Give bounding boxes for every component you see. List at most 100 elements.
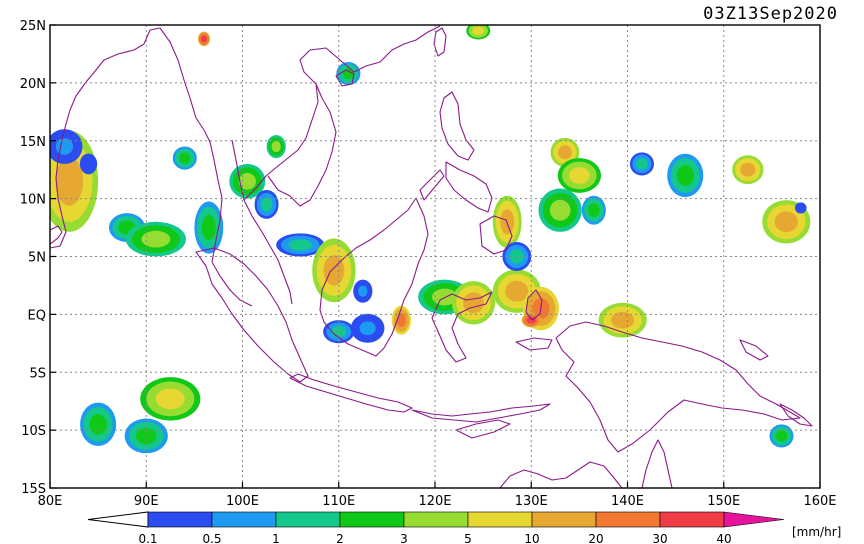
coastline-java	[289, 373, 413, 413]
colorbar-label: 2	[336, 532, 344, 544]
coastline-solomons	[779, 403, 813, 427]
rain-cell-21	[505, 280, 529, 302]
coastline-philippines-luzon	[439, 91, 475, 161]
colorbar-unit: [mm/hr]	[792, 525, 841, 539]
colorbar-swatch-3	[339, 511, 405, 528]
coastline-cape-york	[641, 439, 673, 488]
coastline-malay-west	[211, 261, 253, 307]
coastline-seram	[515, 337, 553, 351]
coastline-srilanka	[50, 225, 63, 245]
lon-tick-label: 80E	[38, 494, 63, 509]
axis-ticks: 80E 90E 100E 110E 120E 130E 140E 150E 160E 25N 20N…	[20, 19, 837, 509]
lat-tick-label: 5S	[29, 366, 46, 381]
lat-tick-label: 25N	[20, 19, 46, 34]
rain-cell-37	[636, 158, 648, 170]
colorbar-swatch-7	[595, 511, 661, 528]
colorbar-label: 20	[588, 532, 603, 544]
coastline-hainan	[335, 69, 355, 87]
lat-tick-label: EQ	[28, 308, 46, 323]
rain-cell-5	[201, 215, 216, 241]
coastline-vietnam-south	[267, 83, 337, 207]
coastlines	[50, 25, 813, 488]
colorbar-swatch-2	[275, 511, 341, 528]
rain-cell-19	[431, 288, 458, 306]
coastline-timor	[455, 419, 511, 439]
rain-cell-31	[611, 311, 635, 329]
coastline-borneo	[319, 197, 429, 357]
coastline-myanmar	[159, 27, 223, 263]
rain-cell-30	[588, 203, 600, 218]
rain-cell-14	[359, 321, 376, 336]
colorbar: 0.1 0.5 1 2 3 5 10 20 30 40 [mm/hr]	[87, 511, 841, 544]
colorbar-swatch-5	[467, 511, 533, 528]
coastline-palawan	[419, 169, 445, 201]
colorbar-label: 3	[400, 532, 408, 544]
rain-cell-27	[549, 199, 571, 221]
lat-tick-label: 15N	[20, 135, 46, 150]
graticule	[50, 25, 820, 488]
lat-tick-label: 10S	[21, 424, 46, 439]
colorbar-swatch-8	[659, 511, 725, 528]
coastline-lesser-sunda	[411, 403, 551, 423]
rain-cell-20	[463, 292, 484, 314]
rain-cell-0	[55, 156, 84, 206]
colorbar-label: 5	[464, 532, 472, 544]
colorbar-label: 40	[716, 532, 731, 544]
lat-tick-label: 5N	[28, 251, 46, 266]
rain-cell-29	[568, 167, 590, 184]
rain-cell-35	[794, 202, 807, 214]
coastline-bismarck	[739, 339, 769, 361]
colorbar-label: 0.1	[138, 532, 157, 544]
coastline-new-guinea	[555, 321, 801, 453]
rain-cell-7	[260, 197, 273, 212]
map-timestamp: 03Z13Sep2020	[703, 4, 838, 24]
coastline-indochina	[243, 25, 441, 201]
coastline-philippines-visayas	[445, 161, 493, 213]
rain-cell-33	[740, 162, 756, 177]
lat-tick-label: 15S	[21, 482, 46, 497]
rain-cell-38	[472, 26, 485, 35]
lon-tick-label: 130E	[515, 494, 548, 509]
rain-cell-11	[323, 255, 345, 286]
lat-tick-label: 20N	[20, 77, 46, 92]
rain-cell-2	[79, 153, 98, 175]
coastline-australia-north	[499, 461, 623, 488]
lon-tick-label: 100E	[226, 494, 259, 509]
rain-cell-4	[141, 230, 171, 248]
lon-tick-label: 150E	[707, 494, 740, 509]
rain-cell-10	[288, 239, 312, 251]
rain-cell-24	[396, 313, 406, 328]
colorbar-swatch-6	[531, 511, 597, 528]
colorbar-swatch-0	[147, 511, 213, 528]
rain-cell-9	[271, 140, 281, 153]
coastline-taiwan	[433, 27, 447, 57]
colorbar-label: 30	[652, 532, 667, 544]
rain-cell-12	[358, 285, 368, 297]
colorbar-swatch-4	[403, 511, 469, 528]
colorbar-swatch-1	[211, 511, 277, 528]
rain-cell-36	[775, 430, 788, 442]
colorbar-over-arrow	[723, 511, 785, 528]
coastline-india	[50, 27, 161, 249]
lat-tick-label: 10N	[20, 193, 46, 208]
coastline-sulawesi	[431, 291, 493, 363]
coastline-malay-peninsula	[231, 139, 293, 305]
coastline-philippines-mindanao	[479, 215, 513, 255]
colorbar-label: 10	[524, 532, 539, 544]
rain-cell-39	[201, 35, 207, 43]
coastline-sumatra	[195, 247, 309, 383]
colorbar-label: 1	[272, 532, 280, 544]
colorbar-under-arrow	[87, 511, 149, 528]
lon-tick-label: 110E	[322, 494, 355, 509]
rain-cell-34	[774, 211, 798, 233]
rain-cell-18	[89, 413, 107, 435]
rain-rate-field	[50, 25, 811, 454]
lon-tick-label: 90E	[134, 494, 159, 509]
lon-tick-label: 140E	[611, 494, 644, 509]
rain-cell-28	[558, 145, 572, 160]
rain-cell-32	[676, 165, 694, 186]
lon-tick-label: 160E	[803, 494, 836, 509]
rain-cell-8	[178, 152, 191, 164]
lon-tick-label: 120E	[418, 494, 451, 509]
